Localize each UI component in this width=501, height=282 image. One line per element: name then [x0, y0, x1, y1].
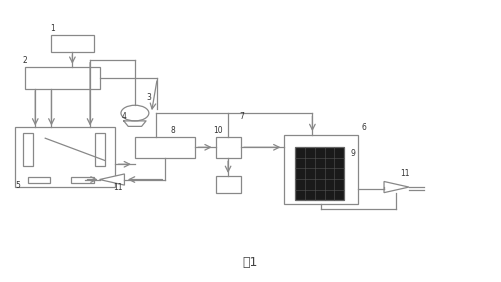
Bar	[28, 177, 50, 183]
Bar	[215, 137, 240, 158]
Text: 5: 5	[16, 181, 20, 190]
Text: 3: 3	[147, 93, 152, 102]
Bar	[215, 177, 240, 193]
Bar	[16, 127, 115, 187]
Text: 9: 9	[350, 149, 355, 158]
Polygon shape	[124, 121, 146, 126]
Bar	[95, 133, 105, 166]
Text: 2: 2	[23, 56, 27, 65]
Text: 10: 10	[213, 125, 223, 135]
Bar	[71, 177, 94, 183]
Text: 4: 4	[122, 113, 127, 122]
Text: 11: 11	[400, 169, 409, 178]
Polygon shape	[384, 182, 409, 193]
Bar	[51, 35, 94, 52]
Polygon shape	[100, 174, 124, 185]
Text: 图1: 图1	[243, 256, 258, 269]
Bar	[285, 135, 358, 204]
Text: 1: 1	[50, 24, 55, 33]
Bar	[23, 133, 33, 166]
Text: 8: 8	[171, 125, 175, 135]
Text: 6: 6	[361, 123, 366, 132]
Text: 11: 11	[114, 183, 123, 192]
Bar	[26, 67, 100, 89]
Bar	[135, 137, 195, 158]
Text: 7: 7	[239, 113, 244, 122]
Bar	[296, 147, 344, 200]
